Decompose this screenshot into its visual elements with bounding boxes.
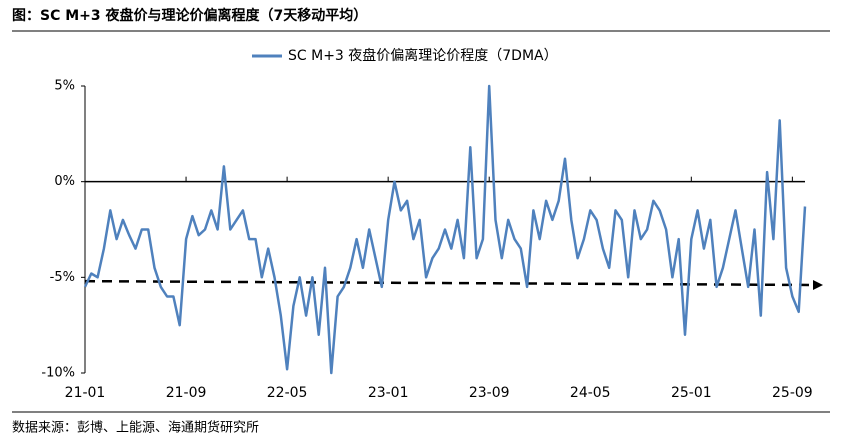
x-tick-label: 21-09	[166, 385, 207, 401]
x-tick-label: 22-05	[267, 385, 308, 401]
x-tick-label: 25-01	[671, 385, 712, 401]
series-line	[83, 84, 807, 375]
legend-label: SC M+3 夜盘价偏离理论价程度（7DMA）	[288, 47, 558, 64]
y-tick-label: 0%	[54, 174, 75, 189]
reference-arrow	[813, 279, 823, 290]
x-tick-label: 24-05	[570, 385, 611, 401]
x-tick-label: 21-01	[65, 385, 106, 401]
chart-title: 图：SC M+3 夜盘价与理论价偏离程度（7天移动平均）	[12, 7, 367, 24]
source-note: 数据来源：彭博、上能源、海通期货研究所	[12, 420, 259, 436]
y-tick-label: -10%	[41, 366, 75, 381]
x-tick-label: 23-09	[469, 385, 510, 401]
y-tick-label: -5%	[50, 270, 75, 285]
x-tick-label: 23-01	[368, 385, 409, 401]
y-tick-label: 5%	[54, 79, 75, 94]
x-tick-label: 25-09	[772, 385, 813, 401]
reference-line	[84, 279, 814, 287]
